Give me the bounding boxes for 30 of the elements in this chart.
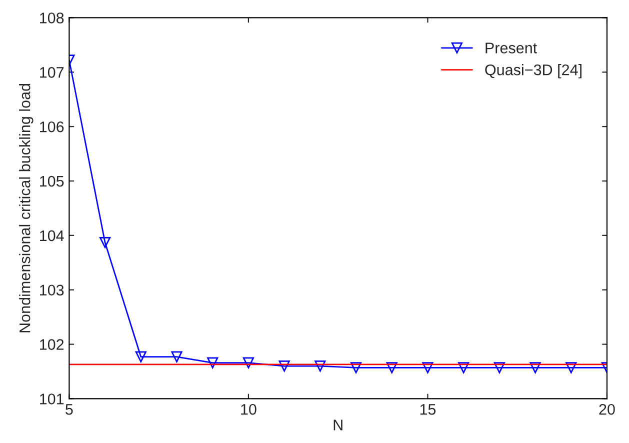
point bbox=[99, 236, 111, 248]
point bbox=[458, 362, 470, 374]
y-axis-title: Nondimensional critical buckling load bbox=[19, 84, 34, 332]
point bbox=[242, 357, 254, 368]
y-tick-label: 101 bbox=[40, 394, 64, 404]
y-tick-label: 106 bbox=[40, 121, 64, 132]
point bbox=[207, 357, 218, 368]
point bbox=[422, 362, 434, 374]
y-tick-label: 105 bbox=[40, 176, 64, 187]
point bbox=[494, 362, 505, 374]
point bbox=[530, 362, 541, 374]
y-tick-label: 108 bbox=[40, 12, 64, 24]
x-tick-label: 20 bbox=[599, 404, 615, 415]
point bbox=[350, 362, 362, 374]
point bbox=[171, 351, 182, 362]
point bbox=[135, 351, 146, 362]
x-tick-label: 15 bbox=[420, 404, 436, 415]
y-tick-label: 102 bbox=[40, 339, 64, 350]
point bbox=[386, 362, 398, 374]
x-tick-label: 10 bbox=[241, 404, 256, 415]
y-tick-label: 103 bbox=[40, 284, 64, 296]
x-axis-title: N bbox=[334, 420, 342, 430]
legend-label: Quasi−3D [24] bbox=[485, 64, 582, 78]
legend-label: Present bbox=[486, 42, 537, 54]
x-tick-label: 5 bbox=[66, 404, 73, 415]
y-tick-label: 104 bbox=[40, 230, 64, 242]
y-tick-label: 107 bbox=[40, 67, 64, 78]
point bbox=[314, 360, 326, 372]
point bbox=[566, 362, 577, 374]
point bbox=[278, 360, 290, 372]
